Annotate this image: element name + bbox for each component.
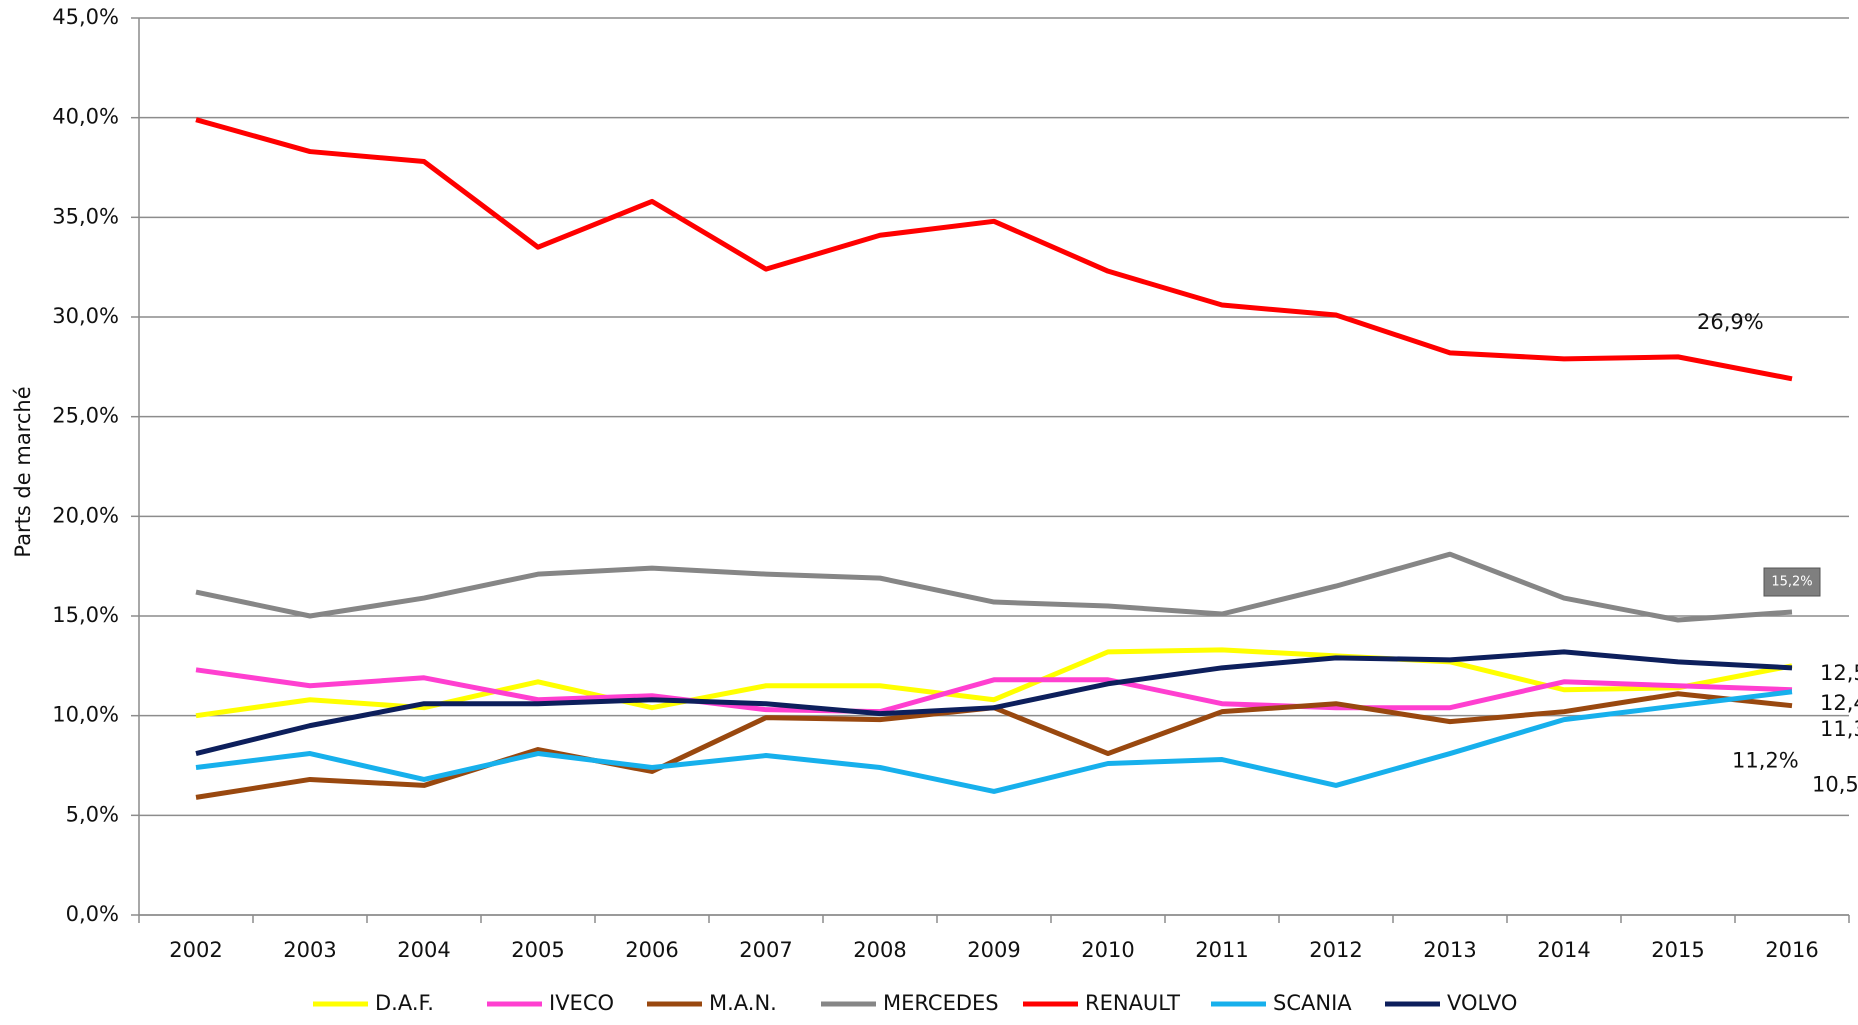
x-tick-label: 2003 bbox=[283, 938, 336, 962]
x-tick-label: 2016 bbox=[1765, 938, 1818, 962]
legend-label: M.A.N. bbox=[709, 991, 777, 1015]
x-tick-label: 2006 bbox=[625, 938, 678, 962]
series-line bbox=[195, 647, 1793, 719]
y-tick-label: 30,0% bbox=[52, 304, 119, 328]
y-tick-label: 25,0% bbox=[52, 404, 119, 428]
x-tick-label: 2008 bbox=[853, 938, 906, 962]
y-axis-label: Parts de marché bbox=[11, 386, 35, 557]
series-line bbox=[195, 649, 1793, 756]
value-label: 11,3% bbox=[1820, 717, 1858, 741]
value-label: 15,2% bbox=[1771, 575, 1812, 590]
x-tick-label: 2011 bbox=[1195, 938, 1248, 962]
x-tick-label: 2004 bbox=[397, 938, 450, 962]
x-tick-label: 2012 bbox=[1309, 938, 1362, 962]
y-tick-label: 35,0% bbox=[52, 204, 119, 228]
y-tick-label: 45,0% bbox=[52, 5, 119, 29]
x-tick-label: 2009 bbox=[967, 938, 1020, 962]
legend-label: D.A.F. bbox=[375, 991, 434, 1015]
x-tick-label: 2002 bbox=[169, 938, 222, 962]
y-tick-label: 15,0% bbox=[52, 603, 119, 627]
value-label-box bbox=[1763, 567, 1821, 597]
legend-label: IVECO bbox=[549, 991, 614, 1015]
value-label: 12,4% bbox=[1820, 691, 1858, 715]
y-tick-label: 40,0% bbox=[52, 105, 119, 129]
value-label: 26,9% bbox=[1697, 310, 1764, 334]
value-label: 11,2% bbox=[1732, 749, 1799, 773]
series-line bbox=[195, 689, 1793, 794]
series-line bbox=[195, 551, 1793, 623]
x-tick-label: 2013 bbox=[1423, 938, 1476, 962]
legend-label: MERCEDES bbox=[883, 991, 999, 1015]
legend-label: RENAULT bbox=[1085, 991, 1180, 1015]
x-tick-label: 2014 bbox=[1537, 938, 1590, 962]
legend-label: VOLVO bbox=[1447, 991, 1517, 1015]
y-tick-label: 20,0% bbox=[52, 503, 119, 527]
y-tick-label: 0,0% bbox=[66, 902, 119, 926]
y-tick-label: 10,0% bbox=[52, 703, 119, 727]
x-tick-label: 2005 bbox=[511, 938, 564, 962]
value-label: 10,5% bbox=[1812, 773, 1858, 797]
series-line bbox=[195, 117, 1793, 382]
x-tick-label: 2015 bbox=[1651, 938, 1704, 962]
x-tick-label: 2007 bbox=[739, 938, 792, 962]
legend-label: SCANIA bbox=[1273, 991, 1352, 1015]
series-line bbox=[195, 667, 1793, 715]
y-tick-label: 5,0% bbox=[66, 802, 119, 826]
value-label: 12,5% bbox=[1820, 661, 1858, 685]
x-tick-label: 2010 bbox=[1081, 938, 1134, 962]
